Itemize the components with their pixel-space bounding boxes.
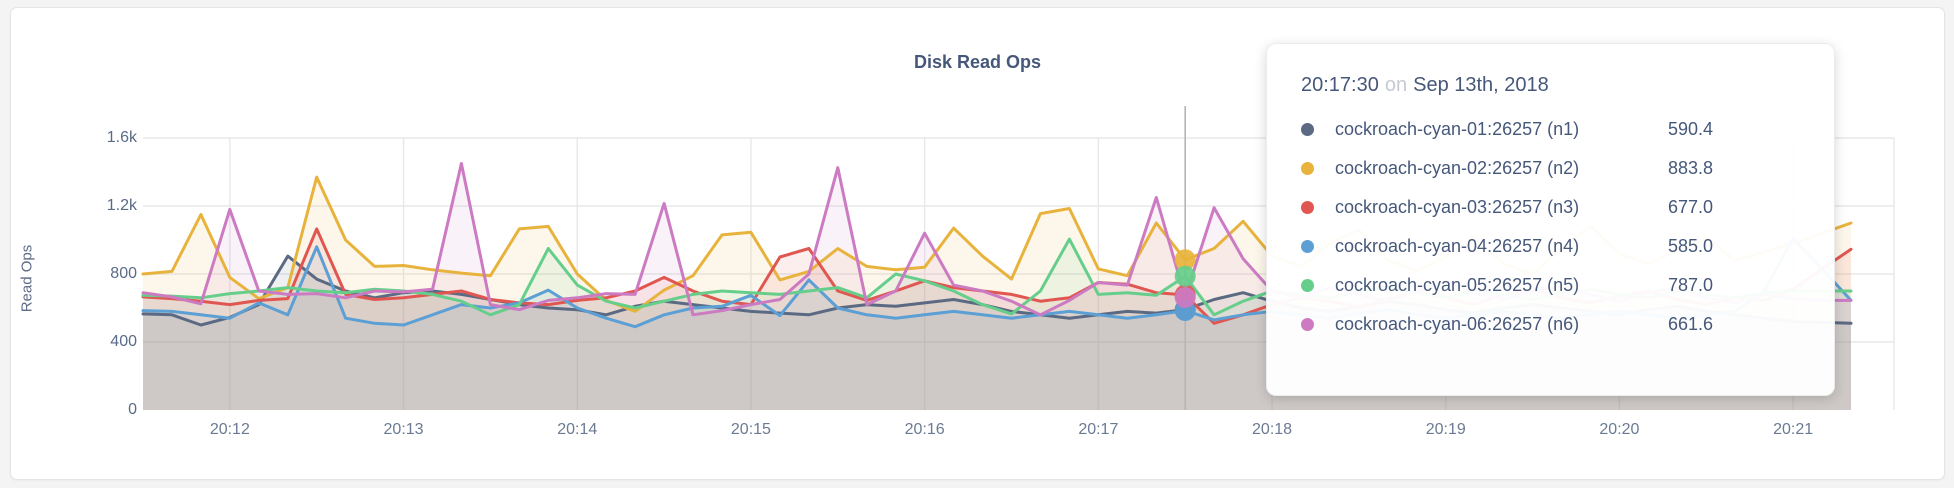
chart-card: Disk Read Ops Read Ops 0 400 800 1.2k 1.6k 2… xyxy=(10,7,1945,480)
tooltip-series-value: 585.0 xyxy=(1668,236,1714,256)
tooltip-series-value: 661.6 xyxy=(1668,314,1714,334)
tooltip-series-label: cockroach-cyan-02:26257 (n2) xyxy=(1335,158,1580,178)
x-tick-label: 20:15 xyxy=(730,421,771,438)
hover-marker-n2 xyxy=(1174,249,1196,271)
tooltip-row: cockroach-cyan-01:26257 (n1) 590.4 xyxy=(1301,110,1800,149)
tooltip-series-label: cockroach-cyan-03:26257 (n3) xyxy=(1335,197,1580,217)
x-tick-label: 20:21 xyxy=(1773,421,1814,438)
y-axis-label: Read Ops xyxy=(18,244,36,313)
tooltip-on-word: on xyxy=(1384,74,1408,96)
tooltip-row: cockroach-cyan-05:26257 (n5) 787.0 xyxy=(1301,266,1800,305)
tooltip-series-value: 590.4 xyxy=(1668,119,1714,139)
x-tick-label: 20:16 xyxy=(904,421,945,438)
x-tick-label: 20:18 xyxy=(1252,421,1293,438)
x-tick-label: 20:13 xyxy=(383,421,424,438)
tooltip-series-label: cockroach-cyan-04:26257 (n4) xyxy=(1335,236,1580,256)
tooltip-header: 20:17:30 on Sep 13th, 2018 xyxy=(1301,74,1800,97)
y-tick-label: 1.6k xyxy=(106,129,137,146)
tooltip-series-label: cockroach-cyan-05:26257 (n5) xyxy=(1335,275,1580,295)
tooltip-row: cockroach-cyan-04:26257 (n4) 585.0 xyxy=(1301,227,1800,266)
x-tick-label: 20:14 xyxy=(557,421,598,438)
chart-title: Disk Read Ops xyxy=(913,52,1042,72)
tooltip-series-value: 677.0 xyxy=(1668,197,1714,217)
x-tick-label: 20:12 xyxy=(209,421,250,438)
hover-marker-n6 xyxy=(1174,287,1196,309)
tooltip-rows: cockroach-cyan-01:26257 (n1) 590.4 cockroa… xyxy=(1301,110,1800,344)
series-color-dot xyxy=(1301,123,1314,136)
hover-marker-n5 xyxy=(1174,265,1196,287)
x-tick-label: 20:17 xyxy=(1078,421,1119,438)
hover-tooltip: 20:17:30 on Sep 13th, 2018 cockroach-cyan-… xyxy=(1266,43,1835,396)
tooltip-series-label: cockroach-cyan-01:26257 (n1) xyxy=(1335,119,1580,139)
tooltip-date: Sep 13th, 2018 xyxy=(1413,74,1549,96)
series-color-dot xyxy=(1301,162,1314,175)
series-color-dot xyxy=(1301,279,1314,292)
x-tick-label: 20:19 xyxy=(1425,421,1466,438)
y-tick-label: 0 xyxy=(128,401,137,418)
tooltip-series-label: cockroach-cyan-06:26257 (n6) xyxy=(1335,314,1580,334)
x-tick-label: 20:20 xyxy=(1599,421,1640,438)
tooltip-time: 20:17:30 xyxy=(1301,74,1379,96)
tooltip-row: cockroach-cyan-06:26257 (n6) 661.6 xyxy=(1301,305,1800,344)
tooltip-series-value: 883.8 xyxy=(1668,158,1714,178)
series-color-dot xyxy=(1301,240,1314,253)
tooltip-row: cockroach-cyan-02:26257 (n2) 883.8 xyxy=(1301,149,1800,188)
y-tick-label: 400 xyxy=(110,333,137,350)
y-tick-label: 800 xyxy=(110,265,137,282)
tooltip-row: cockroach-cyan-03:26257 (n3) 677.0 xyxy=(1301,188,1800,227)
series-color-dot xyxy=(1301,201,1314,214)
tooltip-series-value: 787.0 xyxy=(1668,275,1714,295)
series-color-dot xyxy=(1301,318,1314,331)
y-tick-label: 1.2k xyxy=(106,197,137,214)
